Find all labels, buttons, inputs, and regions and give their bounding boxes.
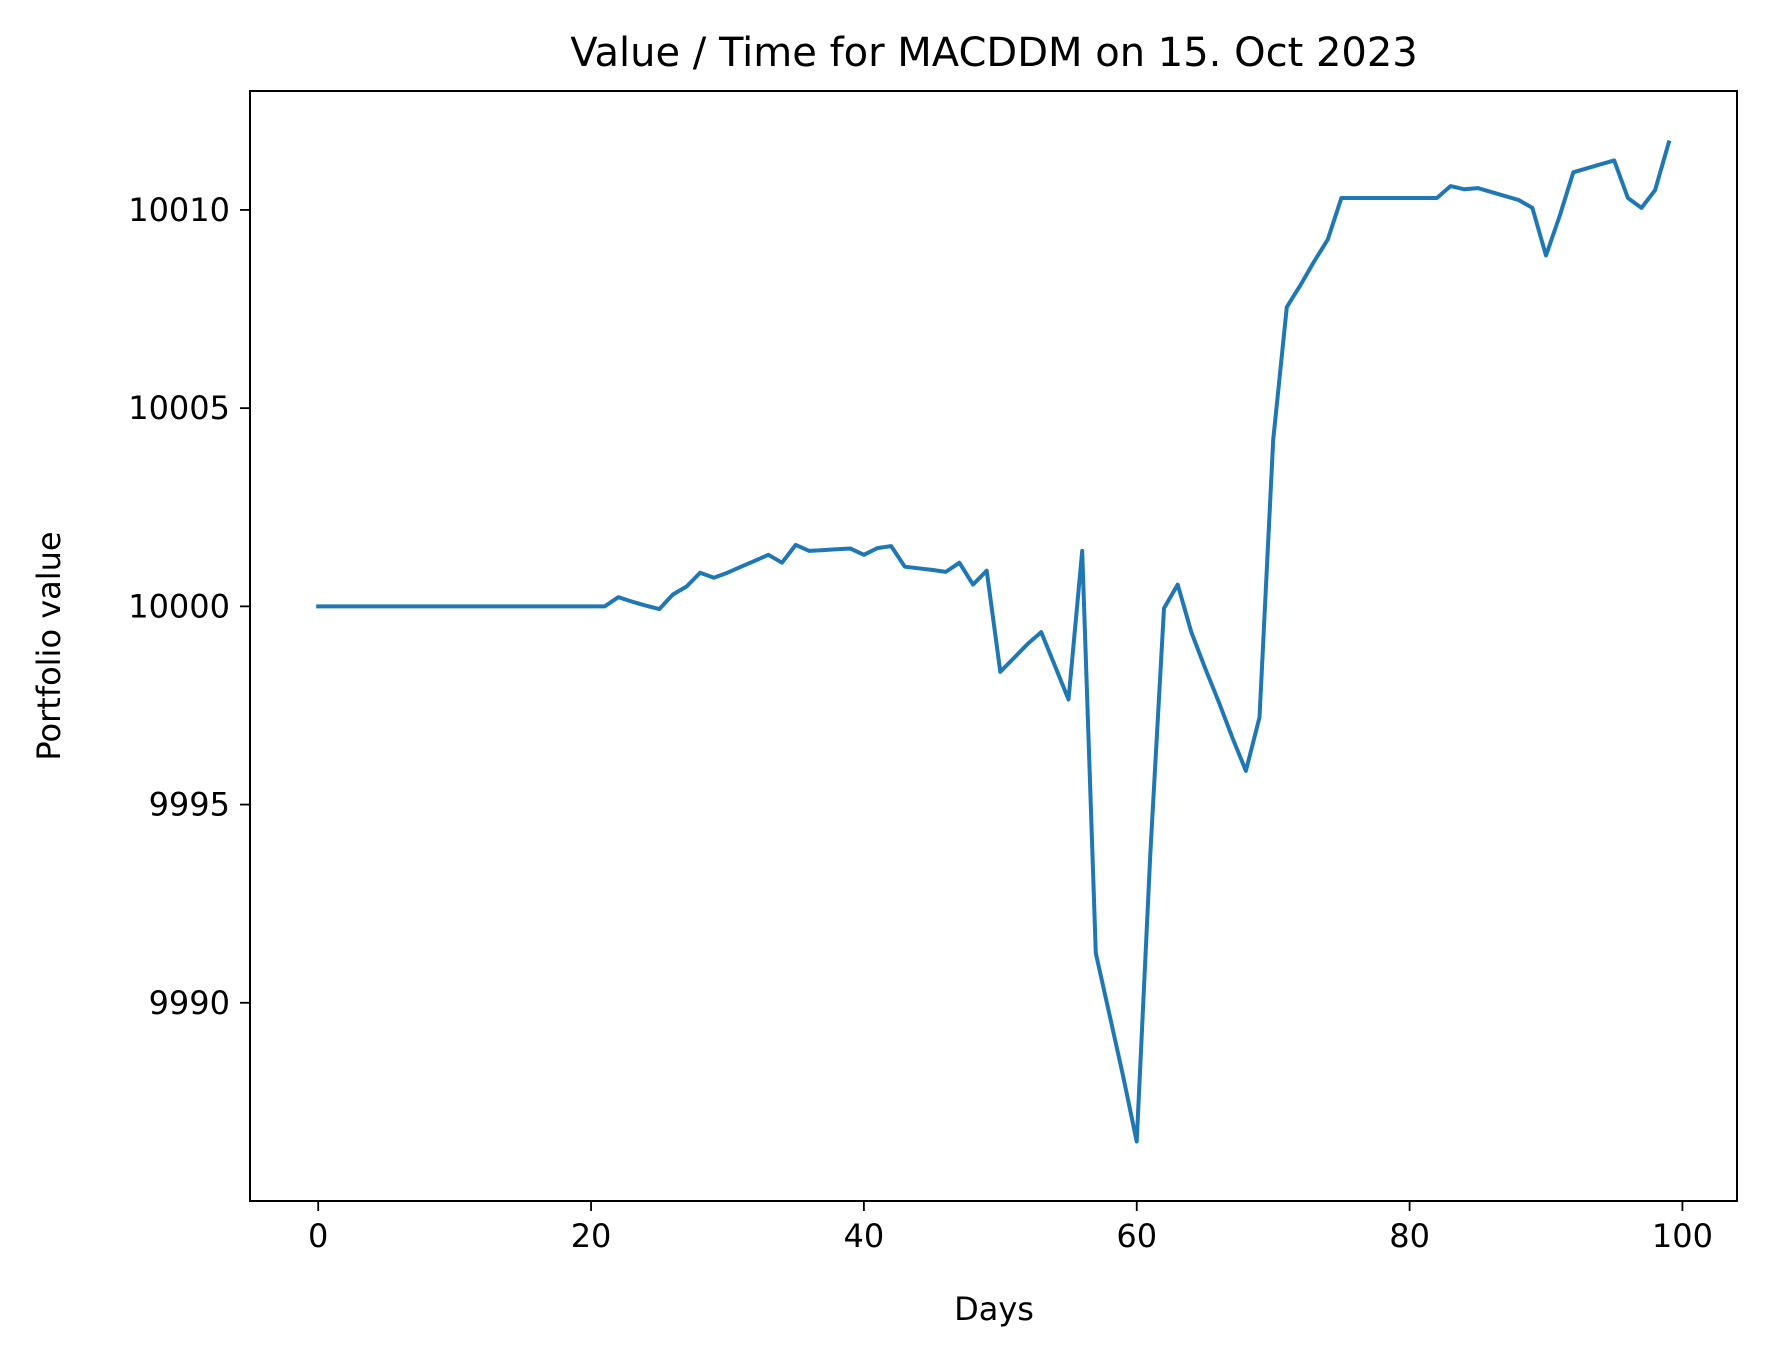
y-tick-label: 10010 [128, 191, 230, 229]
x-tick-label: 0 [308, 1217, 328, 1255]
x-tick-label: 40 [844, 1217, 885, 1255]
x-axis-label: Days [954, 1290, 1034, 1328]
y-tick-label: 9995 [149, 786, 230, 824]
y-axis-label: Portfolio value [30, 531, 68, 760]
x-tick-label: 60 [1116, 1217, 1157, 1255]
y-axis-ticks: 9990 9995 10000 10005 10010 [128, 191, 250, 1022]
y-tick-label: 10000 [128, 587, 230, 625]
y-tick-label: 9990 [149, 984, 230, 1022]
plot-frame [249, 90, 1738, 1202]
x-axis-ticks: 0 20 40 60 80 100 [308, 1201, 1713, 1255]
series-line [316, 140, 1672, 1144]
x-tick-label: 100 [1652, 1217, 1713, 1255]
y-tick-label: 10005 [128, 389, 230, 427]
chart-title: Value / Time for MACDDM on 15. Oct 2023 [570, 30, 1418, 76]
plot-area [249, 90, 1738, 1202]
x-tick-label: 20 [571, 1217, 612, 1255]
x-tick-label: 80 [1389, 1217, 1430, 1255]
